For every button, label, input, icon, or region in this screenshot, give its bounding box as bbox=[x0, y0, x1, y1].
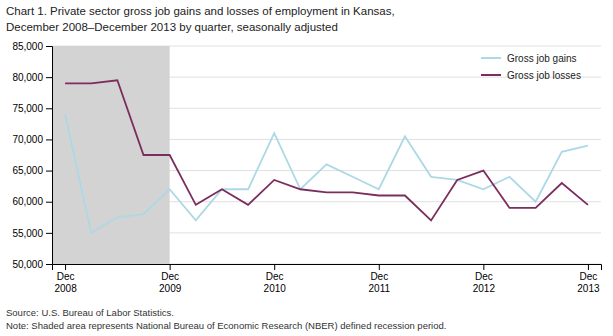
line bbox=[65, 115, 588, 233]
x-tick-mark bbox=[170, 264, 171, 270]
y-tick-mark bbox=[46, 233, 52, 234]
x-tick-mark bbox=[483, 264, 484, 270]
x-tick-mark bbox=[274, 264, 275, 270]
x-tick-label-line: 2011 bbox=[369, 283, 391, 294]
y-tick-label: 75,000 bbox=[12, 103, 43, 114]
y-tick-label: 65,000 bbox=[12, 165, 43, 176]
y-tick: 65,000 bbox=[12, 165, 52, 176]
y-tick-mark bbox=[46, 202, 52, 203]
x-tick: Dec2008 bbox=[54, 264, 77, 294]
x-tick-label-line: 2008 bbox=[54, 283, 77, 294]
y-tick-label: 50,000 bbox=[12, 259, 43, 270]
x-tick-label-line: Dec bbox=[580, 271, 598, 282]
x-tick-label-line: 2012 bbox=[473, 283, 496, 294]
x-tick: Dec2010 bbox=[264, 264, 287, 294]
legend-swatch bbox=[481, 57, 501, 59]
x-tick-mark bbox=[65, 264, 66, 270]
y-tick-mark bbox=[46, 108, 52, 109]
marks bbox=[52, 46, 588, 264]
x-tick-label-line: Dec bbox=[57, 271, 75, 282]
legend-swatch bbox=[481, 74, 501, 76]
y-tick-label: 70,000 bbox=[12, 134, 43, 145]
y-tick-mark bbox=[46, 139, 52, 140]
y-tick-label: 60,000 bbox=[12, 196, 43, 207]
y-tick: 70,000 bbox=[12, 134, 52, 145]
y-tick: 85,000 bbox=[12, 41, 52, 52]
source: Source: U.S. Bureau of Labor Statistics. bbox=[6, 307, 174, 318]
x-tick-label-line: Dec bbox=[475, 271, 493, 282]
y-tick: 50,000 bbox=[12, 259, 52, 270]
y-axis: 50,000 55,000 60,000 65,000 70,000 75,000 80,0… bbox=[12, 41, 52, 270]
x-axis: Dec2008Dec2009Dec2010Dec2011Dec2012Dec20… bbox=[53, 264, 602, 294]
plot: 50,000 55,000 60,000 65,000 70,000 75,000 80,0… bbox=[12, 41, 601, 294]
y-tick-mark bbox=[46, 46, 52, 47]
x-tick-label-line: Dec bbox=[266, 271, 284, 282]
legend: Gross job gains Gross job losses bbox=[481, 53, 581, 81]
chart: Chart 1. Private sector gross job gains … bbox=[0, 0, 613, 336]
x-tick-label-line: 2009 bbox=[159, 283, 182, 294]
y-tick-label: 55,000 bbox=[12, 228, 43, 239]
line bbox=[65, 80, 588, 220]
x-tick-label-line: Dec bbox=[370, 271, 388, 282]
x-tick-label: Dec2009 bbox=[159, 271, 182, 294]
legend-label: Gross job losses bbox=[507, 70, 581, 81]
note: Note: Shaded area represents National Bu… bbox=[6, 320, 446, 331]
grid bbox=[52, 46, 601, 264]
x-tick-label: Dec2013 bbox=[577, 271, 600, 294]
y-tick: 80,000 bbox=[12, 72, 52, 83]
legend-item: Gross job gains bbox=[481, 53, 576, 64]
y-tick-mark bbox=[46, 77, 52, 78]
x-tick-label-line: Dec bbox=[161, 271, 179, 282]
x-tick-mark bbox=[588, 264, 589, 270]
y-tick: 55,000 bbox=[12, 228, 52, 239]
x-tick: Dec2009 bbox=[159, 264, 182, 294]
y-tick-label: 85,000 bbox=[12, 41, 43, 52]
x-tick-label: Dec2012 bbox=[473, 271, 496, 294]
y-tick-label: 80,000 bbox=[12, 72, 43, 83]
x-tick: Dec2012 bbox=[473, 264, 496, 294]
y-tick: 60,000 bbox=[12, 196, 52, 207]
legend-item: Gross job losses bbox=[481, 70, 581, 81]
x-tick-label-line: 2010 bbox=[264, 283, 287, 294]
x-axis-line bbox=[53, 265, 602, 271]
x-tick-label: Dec2011 bbox=[369, 271, 391, 294]
x-tick-mark bbox=[379, 264, 380, 270]
title: Chart 1. Private sector gross job gains … bbox=[6, 5, 395, 17]
x-tick: Dec2011 bbox=[369, 264, 391, 294]
y-tick-mark bbox=[46, 171, 52, 172]
y-tick: 75,000 bbox=[12, 103, 52, 114]
subtitle: December 2008–December 2013 by quarter, … bbox=[6, 21, 338, 33]
x-tick-label: Dec2010 bbox=[264, 271, 287, 294]
y-axis-line bbox=[46, 47, 53, 265]
x-tick: Dec2013 bbox=[577, 264, 600, 294]
legend-label: Gross job gains bbox=[507, 53, 576, 64]
x-tick-label-line: 2013 bbox=[577, 283, 600, 294]
y-tick-mark bbox=[46, 264, 52, 265]
x-tick-label: Dec2008 bbox=[54, 271, 77, 294]
